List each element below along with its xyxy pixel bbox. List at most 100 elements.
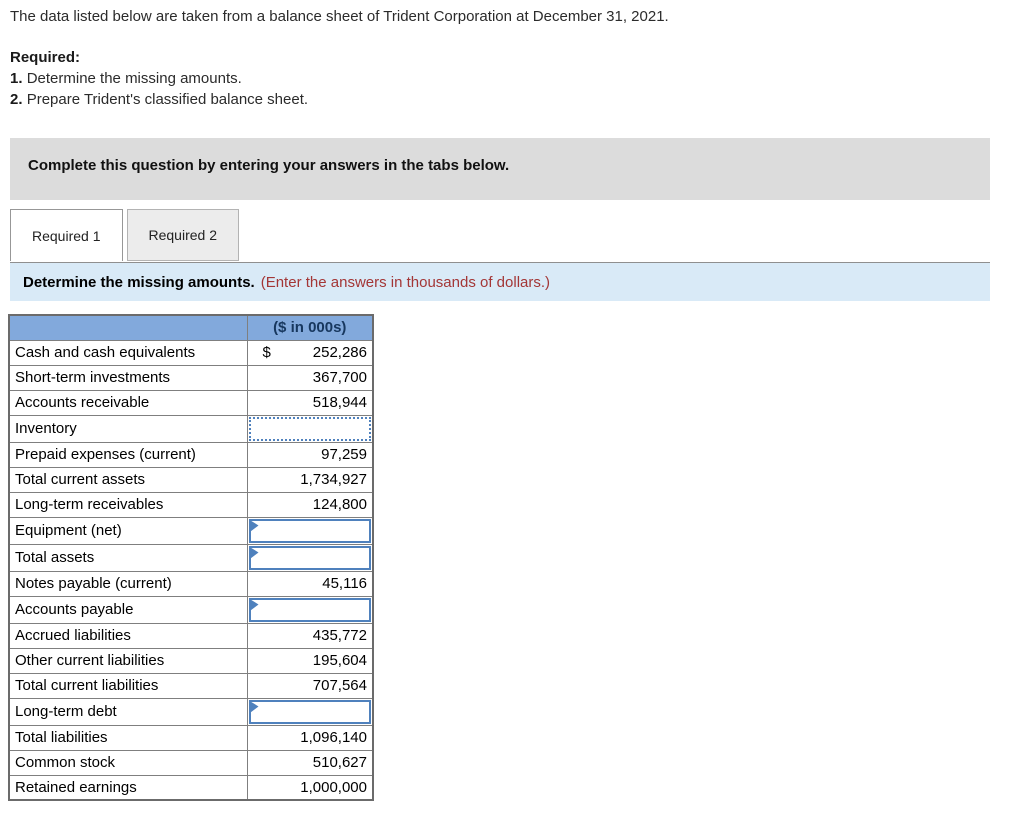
row-value: 707,564 (246, 672, 374, 699)
table-row: Notes payable (current) 45,116 (8, 570, 374, 597)
long-term-debt-input-box (248, 699, 371, 724)
row-value (246, 595, 374, 624)
header-value-cell: ($ in 000s) (246, 314, 374, 341)
table-row: Equipment (net) (8, 516, 374, 545)
row-amount: 367,700 (312, 369, 367, 386)
row-value: 510,627 (246, 749, 374, 776)
row-value: 435,772 (246, 622, 374, 649)
row-value: 367,700 (246, 364, 374, 391)
row-label: Other current liabilities (8, 647, 248, 674)
table-row: Retained earnings 1,000,000 (8, 774, 374, 801)
equipment-net-input[interactable] (250, 520, 369, 541)
row-amount: 124,800 (312, 496, 367, 513)
row-amount: 707,564 (312, 677, 367, 694)
equipment-net-input-box (248, 518, 371, 543)
tab-required-1[interactable]: Required 1 (10, 209, 123, 261)
table-row: Accounts receivable 518,944 (8, 389, 374, 416)
required-item-1-text: Determine the missing amounts. (26, 70, 242, 87)
table-row: Total current assets 1,734,927 (8, 466, 374, 493)
prompt-text: Determine the missing amounts. (23, 273, 255, 291)
long-term-debt-input[interactable] (250, 701, 369, 722)
row-value (246, 516, 374, 545)
row-label: Total current assets (8, 466, 248, 493)
total-assets-input[interactable] (250, 547, 369, 568)
flag-icon (250, 520, 259, 532)
table-row: Cash and cash equivalents $252,286 (8, 339, 374, 366)
currency-symbol: $ (262, 344, 271, 361)
tab-required-1-label: Required 1 (32, 227, 101, 244)
table-row: Inventory (8, 414, 374, 443)
balance-sheet-table: ($ in 000s) Cash and cash equivalents $2… (8, 314, 374, 801)
table-row: Long-term receivables 124,800 (8, 491, 374, 518)
row-amount: 1,000,000 (300, 778, 367, 796)
row-amount: 435,772 (312, 627, 367, 644)
accounts-payable-input-box (248, 597, 371, 622)
required-item-1-number: 1. (10, 70, 23, 87)
required-section: Required: 1. Determine the missing amoun… (10, 47, 1014, 110)
accounts-payable-input[interactable] (250, 599, 369, 620)
row-label: Inventory (8, 414, 248, 443)
row-label: Long-term debt (8, 697, 248, 726)
prompt-bar: Determine the missing amounts. (Enter th… (10, 262, 990, 301)
table-row: Prepaid expenses (current) 97,259 (8, 441, 374, 468)
row-label: Notes payable (current) (8, 570, 248, 597)
table-row: Total current liabilities 707,564 (8, 672, 374, 699)
table-row: Short-term investments 367,700 (8, 364, 374, 391)
row-value (246, 543, 374, 572)
required-item-2-number: 2. (10, 91, 23, 108)
row-amount: 518,944 (312, 394, 367, 411)
row-label: Cash and cash equivalents (8, 339, 248, 366)
row-label: Prepaid expenses (current) (8, 441, 248, 468)
question-page: The data listed below are taken from a b… (8, 8, 1014, 801)
row-label: Accrued liabilities (8, 622, 248, 649)
header-label-cell (8, 314, 248, 341)
table-row: Other current liabilities 195,604 (8, 647, 374, 674)
row-label: Retained earnings (8, 774, 248, 801)
instruction-box: Complete this question by entering your … (10, 138, 990, 200)
row-label: Short-term investments (8, 364, 248, 391)
row-label: Total liabilities (8, 724, 248, 751)
tab-bar: Required 1 Required 2 (10, 209, 1014, 261)
row-amount: 45,116 (322, 575, 367, 592)
flag-icon (250, 547, 259, 559)
tab-required-2-label: Required 2 (148, 227, 218, 243)
row-value: 195,604 (246, 647, 374, 674)
row-amount: 1,734,927 (300, 471, 367, 488)
row-label: Equipment (net) (8, 516, 248, 545)
row-amount: 252,286 (312, 344, 367, 361)
prompt-note: (Enter the answers in thousands of dolla… (260, 273, 551, 291)
row-value (246, 414, 374, 443)
total-assets-input-box (248, 545, 371, 570)
question-intro: The data listed below are taken from a b… (10, 8, 669, 25)
row-amount: 195,604 (312, 652, 367, 669)
table-header-row: ($ in 000s) (8, 314, 374, 341)
flag-icon (250, 701, 259, 713)
row-label: Accounts payable (8, 595, 248, 624)
row-value: 97,259 (246, 441, 374, 468)
flag-icon (250, 599, 259, 611)
table-row: Common stock 510,627 (8, 749, 374, 776)
row-label: Total assets (8, 543, 248, 572)
row-value: 1,734,927 (246, 466, 374, 493)
inventory-input-box (248, 416, 371, 441)
instruction-text: Complete this question by entering your … (28, 157, 510, 174)
row-label: Total current liabilities (8, 672, 248, 699)
inventory-input[interactable] (250, 418, 369, 439)
row-value: 124,800 (246, 491, 374, 518)
required-item-1: 1. Determine the missing amounts. (10, 68, 1014, 89)
table-row: Total assets (8, 543, 374, 572)
row-label: Common stock (8, 749, 248, 776)
row-value: 1,000,000 (246, 774, 374, 801)
table-row: Long-term debt (8, 697, 374, 726)
row-value (246, 697, 374, 726)
row-label: Long-term receivables (8, 491, 248, 518)
row-amount: 510,627 (312, 754, 367, 771)
row-label: Accounts receivable (8, 389, 248, 416)
table-row: Accrued liabilities 435,772 (8, 622, 374, 649)
row-value: 1,096,140 (246, 724, 374, 751)
tab-required-2[interactable]: Required 2 (126, 209, 239, 261)
row-amount: 97,259 (321, 446, 367, 463)
row-amount: 1,096,140 (300, 729, 367, 746)
row-value: $252,286 (246, 339, 374, 366)
table-row: Accounts payable (8, 595, 374, 624)
